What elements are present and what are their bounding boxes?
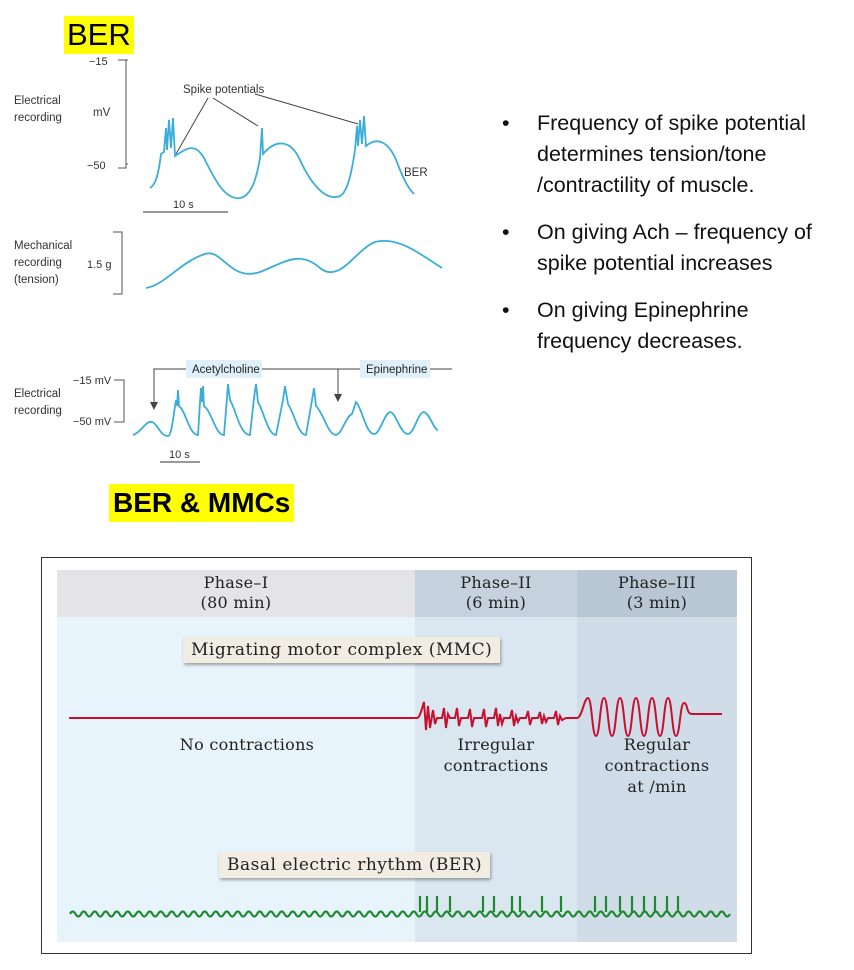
- bullet-text: On giving Epinephrine frequency decrease…: [537, 298, 749, 353]
- phase-2-header: Phase–II (6 min): [460, 573, 532, 612]
- bullet-item: • On giving Ach – frequency of spike pot…: [502, 217, 847, 279]
- mmc-label: Migrating motor complex (MMC): [183, 637, 501, 663]
- time-scale-label: 10 s: [173, 199, 194, 211]
- time-scale-2-label: 10 s: [169, 449, 190, 461]
- spike-potentials-label: Spike potentials: [183, 84, 264, 96]
- electrical-recording-label: recording: [14, 112, 62, 124]
- ber-trace-1: [149, 115, 415, 199]
- phase-2-body-bg: [415, 617, 577, 942]
- tension-trace: [145, 239, 443, 289]
- tick2-top-label: −15 mV: [73, 375, 112, 387]
- phase-3-body-bg: [577, 617, 737, 942]
- bullet-dot-icon: •: [502, 111, 510, 135]
- bullet-dot-icon: •: [502, 220, 510, 244]
- ber-recording-figure: Electrical recording mV −15 −50 Spike po…: [14, 56, 452, 463]
- irregular-contractions-label: Irregular contractions: [443, 735, 549, 775]
- drug-marker-line: [153, 368, 452, 406]
- bullet-list: • Frequency of spike potential determine…: [502, 108, 847, 373]
- electrical-recording-label: Electrical: [14, 95, 61, 107]
- phase-1-header-bg: [57, 570, 415, 617]
- tick-label-top: −15: [89, 56, 108, 68]
- tension-bracket: [113, 231, 123, 295]
- mmc-trace: [69, 696, 722, 738]
- axis-bracket-2: [114, 379, 125, 423]
- epinephrine-label: Epinephrine: [366, 364, 427, 376]
- electrical-recording-2-label: Electrical: [14, 388, 61, 400]
- mechanical-recording-label: Mechanical: [14, 240, 72, 252]
- mmc-traces: [69, 696, 731, 918]
- mechanical-recording-label: (tension): [14, 274, 59, 286]
- ber-label: Basal electric rhythm (BER): [219, 852, 491, 878]
- ber-trace-2: [132, 383, 439, 437]
- no-contractions-label: No contractions: [179, 735, 315, 754]
- phase-1-body-bg: [57, 617, 415, 942]
- phase-3-header-bg: [577, 570, 737, 617]
- tick2-bottom-label: −50 mV: [73, 416, 112, 428]
- ber-trace-label: BER: [404, 167, 428, 179]
- ber-rhythm-trace: [69, 896, 731, 918]
- regular-contractions-label: Regular contractions at /min: [604, 735, 710, 796]
- tension-scale-label: 1.5 g: [87, 259, 111, 271]
- ber-title: BER: [64, 16, 134, 54]
- acetylcholine-box: [186, 360, 262, 378]
- bullet-item: • Frequency of spike potential determine…: [502, 108, 847, 201]
- bullet-item: • On giving Epinephrine frequency decrea…: [502, 295, 847, 357]
- mv-unit-label: mV: [93, 107, 111, 119]
- phase-2-header-bg: [415, 570, 577, 617]
- mmc-figure: Phase–I (80 min) Phase–II (6 min) Phase–…: [41, 557, 752, 954]
- acetylcholine-label: Acetylcholine: [192, 364, 260, 376]
- tick-label-bottom: −50: [87, 160, 106, 172]
- bullet-text: Frequency of spike potential determines …: [537, 111, 806, 197]
- ber-mmc-title: BER & MMCs: [109, 484, 295, 522]
- bullet-text: On giving Ach – frequency of spike poten…: [537, 220, 812, 275]
- electrical-recording-2-label: recording: [14, 405, 62, 417]
- bullet-dot-icon: •: [502, 298, 510, 322]
- axis-bracket: [118, 59, 128, 169]
- epinephrine-box: [360, 360, 430, 378]
- mechanical-recording-label: recording: [14, 257, 62, 269]
- phase-1-header: Phase–I (80 min): [200, 573, 272, 612]
- spike-pointer-lines: [175, 93, 359, 155]
- phase-3-header: Phase–III (3 min): [618, 573, 696, 612]
